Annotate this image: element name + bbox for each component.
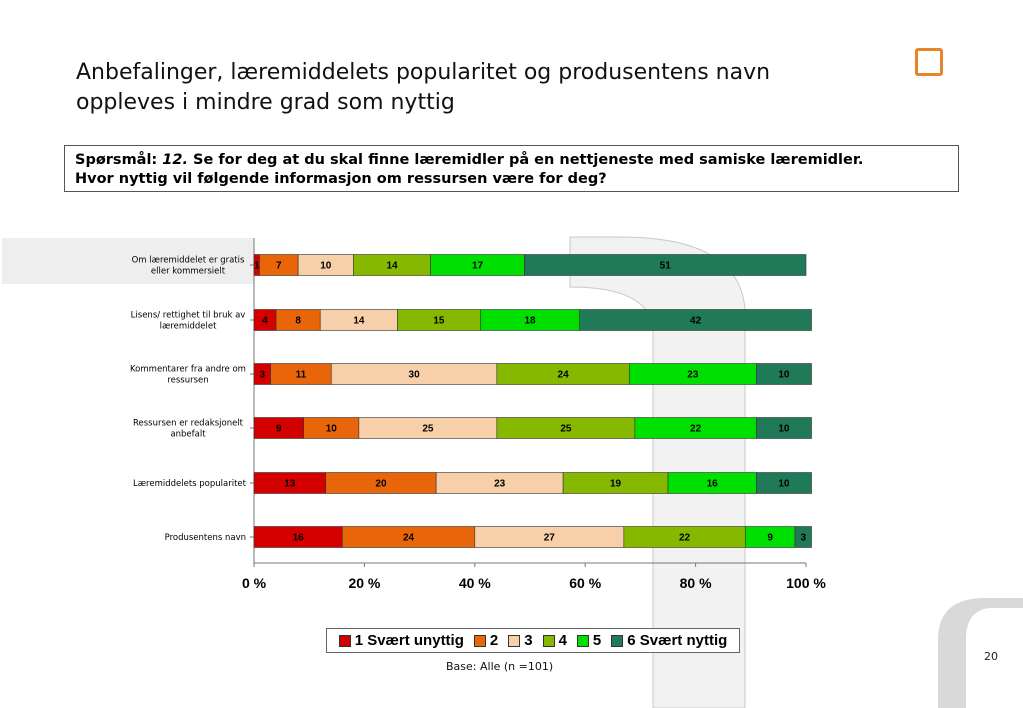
legend-label: 2 xyxy=(489,632,499,649)
question-text-1: Se for deg at du skal finne læremidler p… xyxy=(193,152,864,168)
data-label: 9 xyxy=(767,533,773,544)
data-label: 18 xyxy=(524,316,536,327)
data-label: 9 xyxy=(276,424,282,435)
data-label: 10 xyxy=(778,424,790,435)
data-label: 25 xyxy=(560,424,572,435)
data-label: 10 xyxy=(778,479,790,490)
page-title: Anbefalinger, læremiddelets popularitet … xyxy=(76,58,856,118)
legend-entry: 5 xyxy=(576,632,602,649)
data-label: 22 xyxy=(690,424,702,435)
legend-entry: 6 Svært nyttig xyxy=(611,632,727,649)
legend-label: 1 Svært unyttig xyxy=(354,632,464,649)
data-label: 4 xyxy=(262,316,268,327)
category-label: anbefalt xyxy=(170,430,206,440)
data-label: 42 xyxy=(690,316,702,327)
data-label: 30 xyxy=(409,370,421,381)
legend-swatch xyxy=(542,634,555,647)
category-label: Læremiddelets popularitet xyxy=(133,479,247,489)
category-label: Lisens/ rettighet til bruk av xyxy=(131,311,246,321)
square-outline-icon xyxy=(915,48,943,76)
category-label: Om læremiddelet er gratis xyxy=(132,256,245,266)
legend-entry: 3 xyxy=(508,632,533,649)
legend-label: 4 xyxy=(558,632,567,649)
legend-swatch xyxy=(338,634,351,647)
data-label: 16 xyxy=(293,533,305,544)
data-label: 19 xyxy=(610,479,622,490)
legend-entry: 1 Svært unyttig xyxy=(338,632,464,649)
bar-segment xyxy=(756,417,812,439)
data-label: 3 xyxy=(259,370,265,381)
question-box: Spørsmål: 12. Se for deg at du skal finn… xyxy=(64,145,959,192)
title-line-2: oppleves i mindre grad som nyttig xyxy=(76,90,455,115)
data-label: 51 xyxy=(660,261,672,272)
data-label: 23 xyxy=(687,370,699,381)
data-label: 20 xyxy=(375,479,387,490)
data-label: 16 xyxy=(707,479,719,490)
category-label: Ressursen er redaksjonelt xyxy=(133,419,244,429)
bar-segment xyxy=(794,526,812,548)
data-label: 15 xyxy=(433,316,445,327)
x-tick-label: 20 % xyxy=(348,575,380,591)
data-label: 24 xyxy=(403,533,415,544)
legend-swatch xyxy=(611,634,624,647)
data-label: 10 xyxy=(778,370,790,381)
data-label: 8 xyxy=(295,316,301,327)
x-tick-label: 80 % xyxy=(680,575,712,591)
data-label: 13 xyxy=(284,479,296,490)
category-label: eller kommersielt xyxy=(151,267,226,277)
category-label: Produsentens navn xyxy=(165,533,246,543)
legend-entry: 4 xyxy=(542,632,567,649)
x-tick-label: 60 % xyxy=(569,575,601,591)
data-label: 10 xyxy=(326,424,338,435)
question-line-1: Spørsmål: 12. Se for deg at du skal finn… xyxy=(75,151,948,170)
data-label: 24 xyxy=(558,370,570,381)
x-tick-label: 40 % xyxy=(459,575,491,591)
bar-segment xyxy=(579,309,812,331)
question-prefix: Spørsmål: xyxy=(75,152,158,168)
bar-segment xyxy=(524,254,807,276)
data-label: 25 xyxy=(422,424,434,435)
legend-label: 5 xyxy=(592,632,602,649)
legend-entry: 2 xyxy=(473,632,499,649)
data-label: 17 xyxy=(472,261,484,272)
legend-swatch xyxy=(508,634,521,647)
data-label: 27 xyxy=(544,533,556,544)
base-note: Base: Alle (n =101) xyxy=(446,660,554,673)
data-label: 10 xyxy=(320,261,332,272)
question-line-2: Hvor nyttig vil følgende informasjon om … xyxy=(75,171,607,187)
legend-label: 3 xyxy=(524,632,533,649)
page-number: 20 xyxy=(984,650,998,663)
category-label: Kommentarer fra andre om xyxy=(130,365,246,375)
data-label: 1 xyxy=(254,261,260,272)
legend-label: 6 Svært nyttig xyxy=(627,632,728,649)
chart-legend: 1 Svært unyttig 2 3 4 5 6 Svært nyttig xyxy=(326,628,740,653)
title-line-1: Anbefalinger, læremiddelets popularitet … xyxy=(76,60,771,85)
category-label: ressursen xyxy=(167,376,208,386)
legend-swatch xyxy=(576,634,589,647)
x-tick-label: 100 % xyxy=(786,575,826,591)
data-label: 14 xyxy=(386,261,398,272)
data-label: 14 xyxy=(353,316,365,327)
data-label: 22 xyxy=(679,533,691,544)
question-number: 12. xyxy=(162,152,188,168)
bar-segment xyxy=(756,472,812,494)
legend-swatch xyxy=(473,634,486,647)
category-label: læremiddelet xyxy=(160,322,217,332)
x-tick-label: 0 % xyxy=(242,575,267,591)
data-label: 7 xyxy=(276,261,282,272)
data-label: 3 xyxy=(800,533,806,544)
data-label: 23 xyxy=(494,479,506,490)
bar-segment xyxy=(756,363,812,385)
data-label: 11 xyxy=(296,370,307,381)
